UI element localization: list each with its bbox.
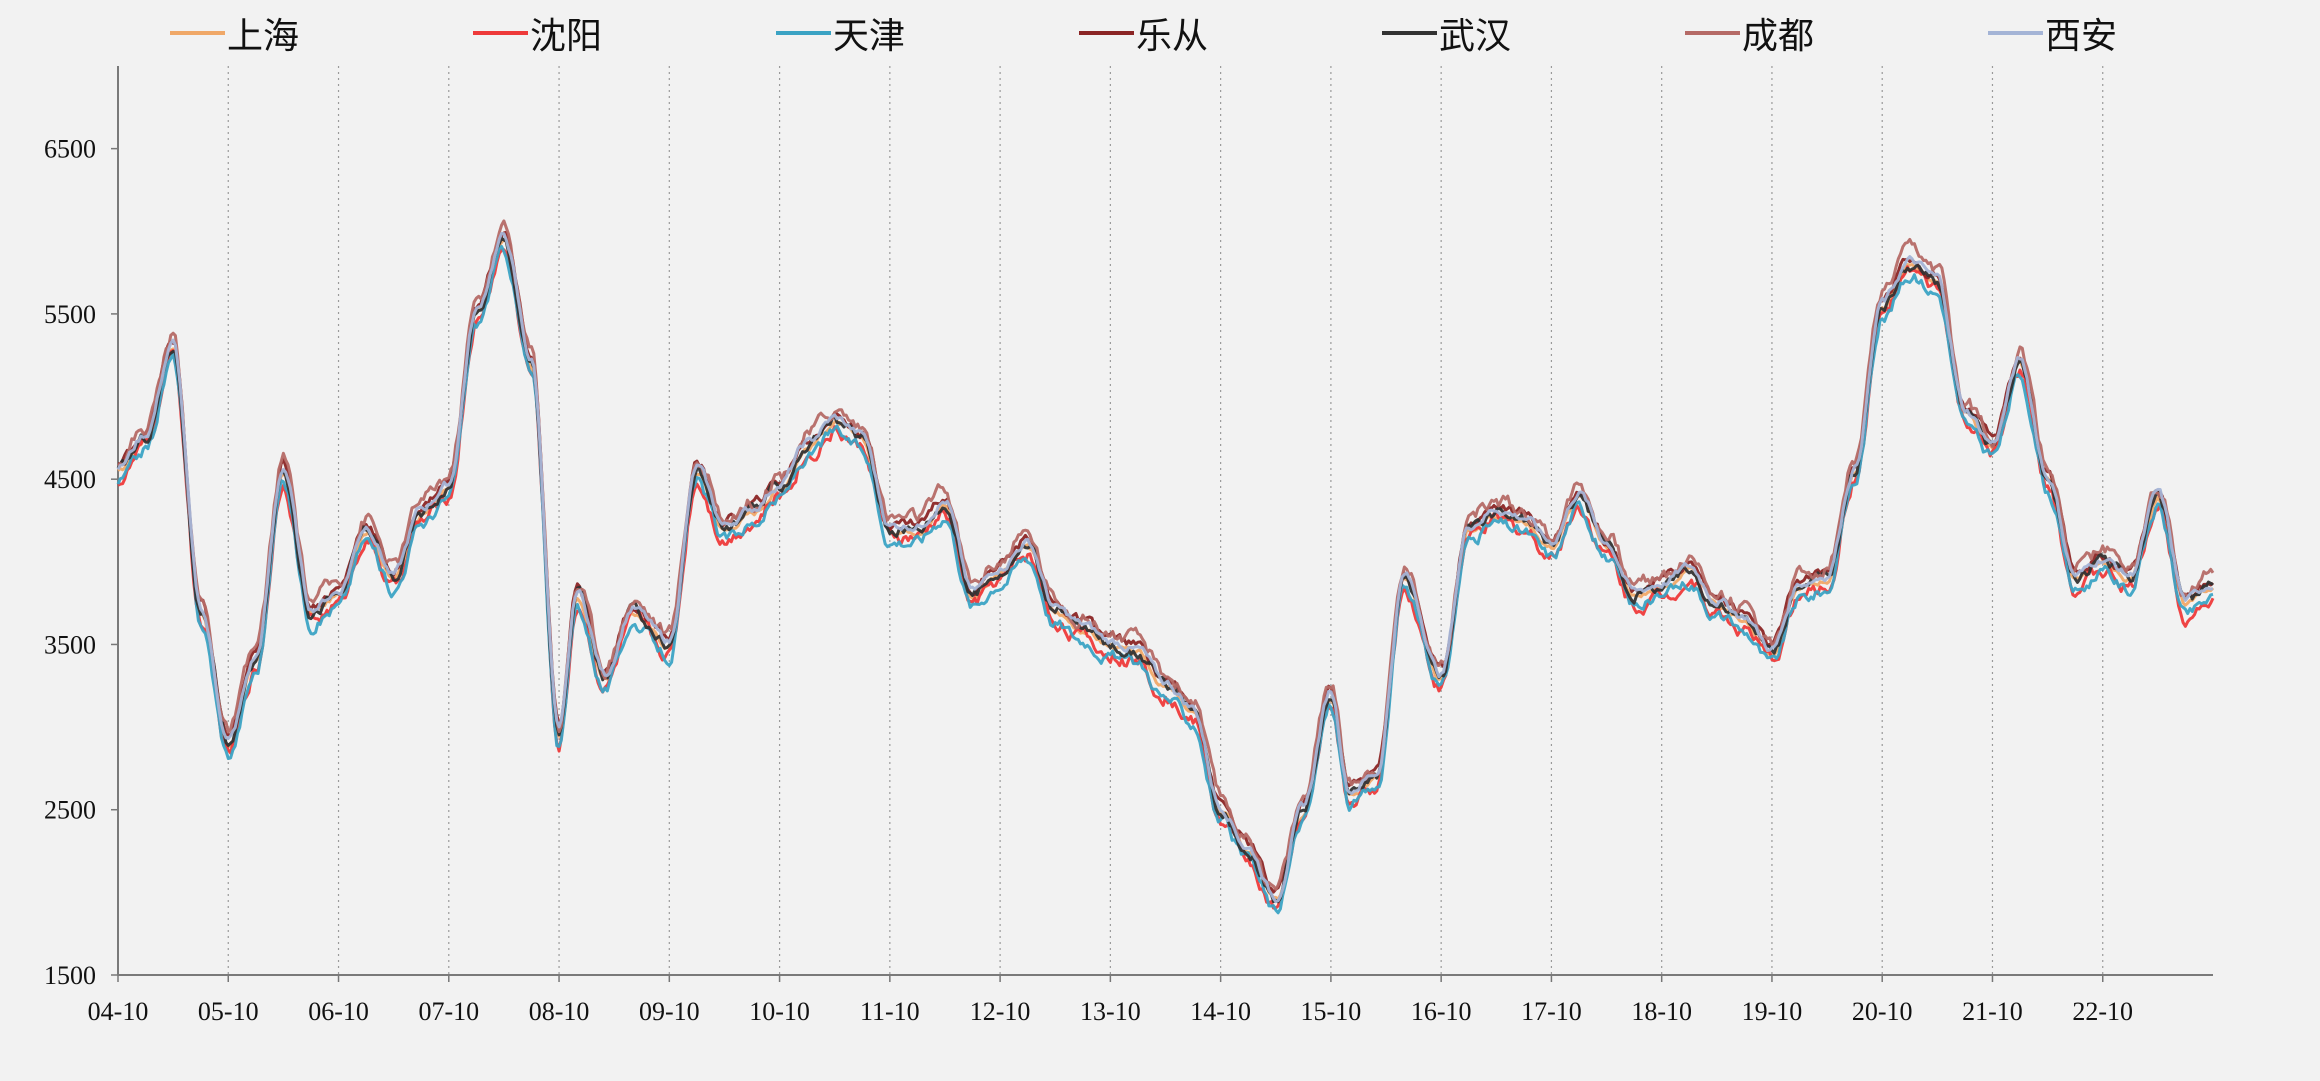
- legend-label: 武汉: [1439, 16, 1512, 57]
- x-tick-label: 13-10: [1080, 997, 1141, 1026]
- legend-label: 上海: [227, 16, 300, 57]
- y-tick-label: 4500: [44, 465, 96, 494]
- x-tick-label: 16-10: [1411, 997, 1472, 1026]
- x-tick-label: 15-10: [1301, 997, 1362, 1026]
- series-line-4: [117, 230, 2214, 894]
- legend-item-4: 乐从: [1079, 8, 1208, 58]
- series-line-2: [117, 248, 2215, 910]
- y-tick-label: 6500: [44, 135, 96, 164]
- legend-label: 西安: [2045, 16, 2118, 57]
- legend-item-6: 成都: [1685, 8, 1814, 58]
- x-tick-label: 07-10: [418, 997, 479, 1026]
- legend-label: 成都: [1742, 16, 1815, 57]
- legend-label: 天津: [833, 16, 906, 57]
- legend-label: 沈阳: [530, 16, 603, 57]
- legend-item-1: 上海: [170, 8, 299, 58]
- y-tick-label: 1500: [44, 961, 96, 990]
- series-line-5: [116, 236, 2214, 904]
- legend-swatch: [1988, 31, 2043, 35]
- x-tick-label: 09-10: [639, 997, 700, 1026]
- legend-label: 乐从: [1136, 16, 1209, 57]
- legend-swatch: [1079, 31, 1134, 35]
- x-tick-label: 06-10: [308, 997, 369, 1026]
- x-tick-label: 18-10: [1631, 997, 1692, 1026]
- series-line-1: [116, 237, 2215, 901]
- y-tick-label: 3500: [44, 630, 96, 659]
- x-tick-label: 17-10: [1521, 997, 1582, 1026]
- series-line-7: [116, 231, 2214, 904]
- legend-swatch: [473, 31, 528, 35]
- series-line-3: [116, 245, 2214, 915]
- x-tick-label: 20-10: [1852, 997, 1913, 1026]
- legend-swatch: [170, 31, 225, 35]
- x-tick-label: 14-10: [1190, 997, 1251, 1026]
- x-tick-label: 12-10: [970, 997, 1031, 1026]
- legend-swatch: [1685, 31, 1740, 35]
- x-tick-label: 11-10: [860, 997, 920, 1026]
- legend-item-2: 沈阳: [473, 8, 602, 58]
- x-tick-label: 04-10: [88, 997, 149, 1026]
- x-tick-label: 21-10: [1962, 997, 2023, 1026]
- x-tick-label: 08-10: [529, 997, 590, 1026]
- legend: 上海 沈阳 天津 乐从 武汉 成都 西安: [170, 8, 2170, 58]
- x-tick-label: 22-10: [2072, 997, 2133, 1026]
- legend-item-5: 武汉: [1382, 8, 1511, 58]
- x-tick-label: 10-10: [749, 997, 810, 1026]
- x-tick-label: 19-10: [1742, 997, 1803, 1026]
- y-tick-label: 2500: [44, 796, 96, 825]
- legend-swatch: [1382, 31, 1437, 35]
- series-line-6: [117, 219, 2215, 891]
- legend-item-3: 天津: [776, 8, 905, 58]
- x-tick-label: 05-10: [198, 997, 259, 1026]
- legend-item-7: 西安: [1988, 8, 2117, 58]
- y-tick-label: 5500: [44, 300, 96, 329]
- legend-swatch: [776, 31, 831, 35]
